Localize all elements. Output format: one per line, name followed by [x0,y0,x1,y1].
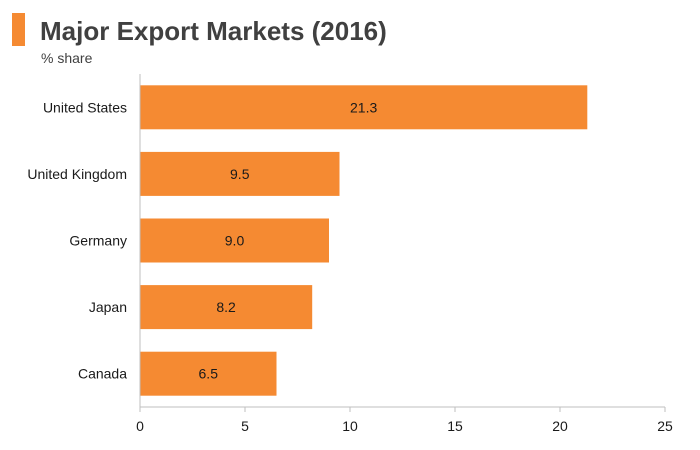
bar-value-label: 8.2 [216,299,236,315]
x-tick-label: 5 [241,418,249,434]
x-tick-label: 15 [447,418,463,434]
bar-value-label: 21.3 [350,99,377,115]
category-label: Japan [89,299,127,315]
x-tick-label: 25 [657,418,673,434]
category-label: Germany [69,233,127,249]
chart-title: Major Export Markets (2016) [40,16,387,46]
bar-value-label: 6.5 [199,366,219,382]
category-label: United Kingdom [27,166,127,182]
x-tick-label: 0 [136,418,144,434]
bar-value-label: 9.0 [225,233,245,249]
bar [140,85,588,130]
chart-subtitle: % share [41,50,93,66]
category-label: Canada [78,366,127,382]
bar [140,151,340,196]
x-tick-label: 20 [552,418,568,434]
bar-value-label: 9.5 [230,166,250,182]
bar [140,285,313,330]
x-tick-label: 10 [342,418,358,434]
bar [140,351,277,396]
category-label: United States [43,99,127,115]
bar [140,218,329,263]
title-accent-bar [12,13,25,46]
